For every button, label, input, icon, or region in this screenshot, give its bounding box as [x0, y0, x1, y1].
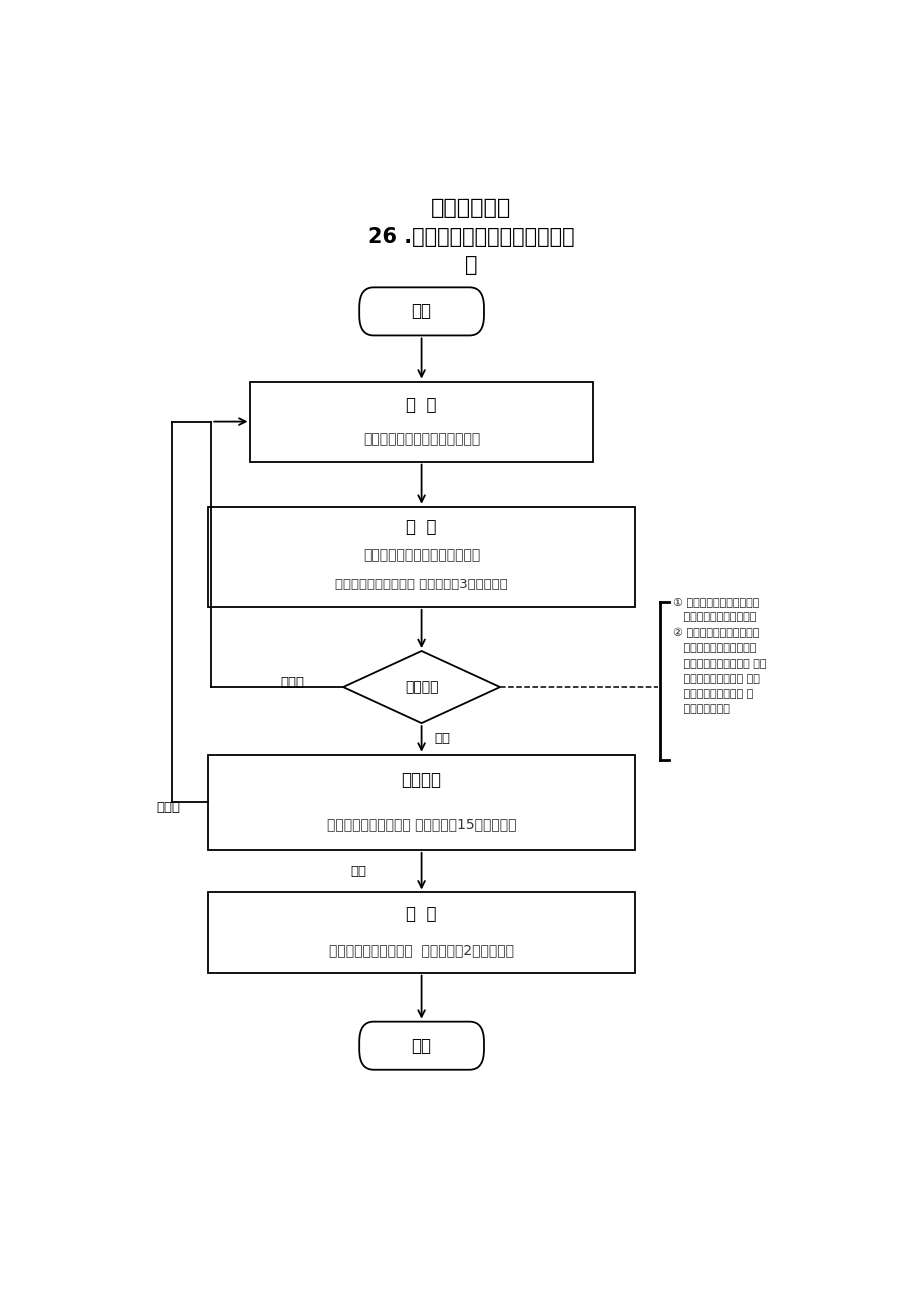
Bar — [250, 381, 592, 462]
Text: 三、行政征收: 三、行政征收 — [431, 198, 511, 219]
Text: 受  理: 受 理 — [406, 518, 437, 536]
Text: 结束: 结束 — [411, 1037, 431, 1055]
Text: 办  结: 办 结 — [406, 905, 437, 924]
Text: 提出申请，提交相关资料申请。: 提出申请，提交相关资料申请。 — [363, 433, 480, 446]
Text: 申  请: 申 请 — [406, 396, 437, 414]
Text: 受理结果: 受理结果 — [404, 680, 437, 693]
Text: 通过: 通过 — [434, 732, 450, 745]
Text: 收费环节: 收费环节 — [402, 771, 441, 790]
Text: 不通过: 不通过 — [156, 801, 180, 813]
FancyBboxPatch shape — [358, 1021, 483, 1069]
Text: ① 不属于职权范围内，不予
   受理，并书面说明理由。
② 材料不齐全，或者不符合
   法定形式的，退回并书面
   告知补正材料。材料齐 全，
   符合: ① 不属于职权范围内，不予 受理，并书面说明理由。 ② 材料不齐全，或者不符合 … — [672, 597, 766, 714]
Bar — [208, 507, 635, 606]
Polygon shape — [343, 650, 500, 723]
Text: （承办机构：办结岗位  办理时限：2个工作日）: （承办机构：办结岗位 办理时限：2个工作日） — [329, 943, 514, 958]
Text: 通过: 通过 — [350, 865, 366, 878]
Bar — [208, 755, 635, 850]
Text: （承办机构：受理岗位 办理时限：3个工作日）: （承办机构：受理岗位 办理时限：3个工作日） — [335, 579, 507, 592]
Text: 不通过: 不通过 — [279, 675, 303, 688]
Text: 开始: 开始 — [411, 302, 431, 320]
Bar — [208, 892, 635, 973]
Text: 26 .城市建筑垃圾处置费征收流程
图: 26 .城市建筑垃圾处置费征收流程 图 — [368, 228, 574, 276]
Text: 收到申请材料后，决定是否受理: 收到申请材料后，决定是否受理 — [363, 548, 480, 562]
FancyBboxPatch shape — [358, 288, 483, 336]
Text: （承办机构：收费岗位 办理时限：15个工作日）: （承办机构：收费岗位 办理时限：15个工作日） — [326, 817, 516, 831]
